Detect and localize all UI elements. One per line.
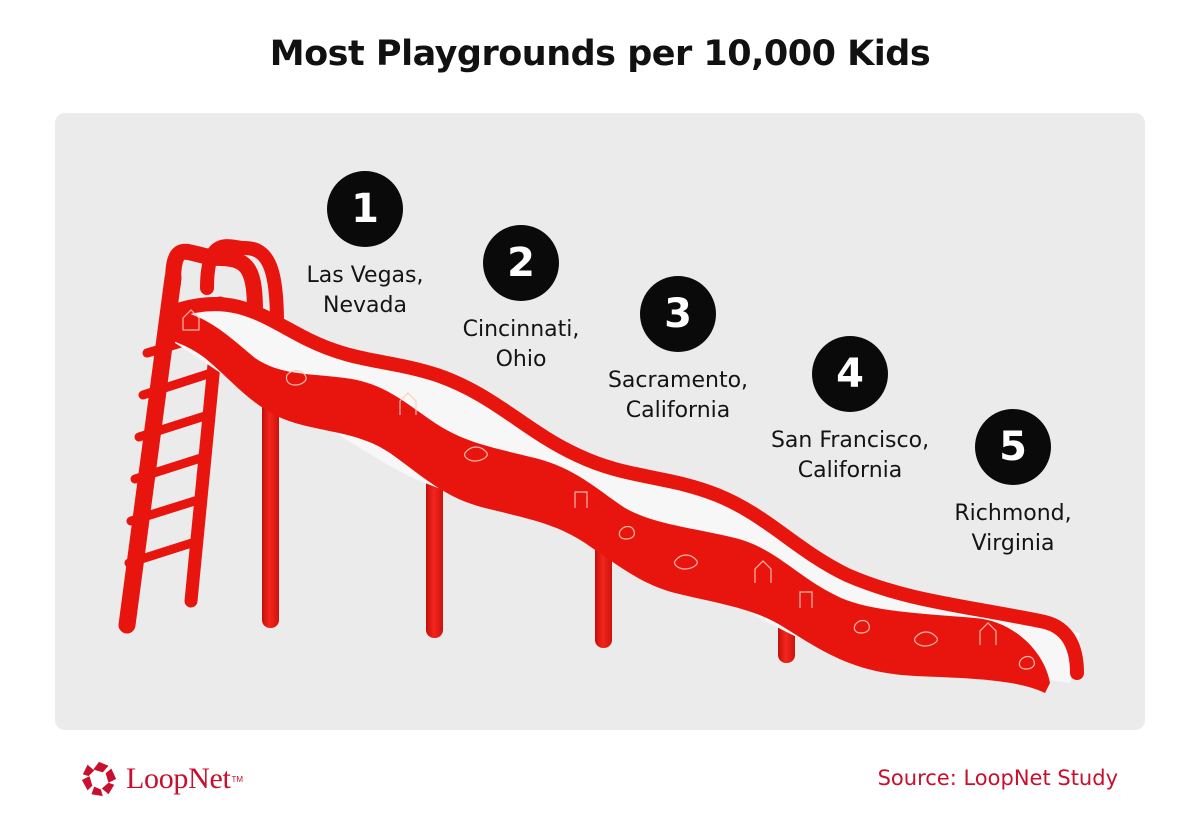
ladder (118, 239, 284, 634)
illustration-panel: 1 Las Vegas, Nevada 2 Cincinnati, Ohio 3… (55, 113, 1145, 730)
trademark-symbol: TM (231, 774, 244, 784)
page-title: Most Playgrounds per 10,000 Kids (269, 34, 931, 74)
rank-city: San Francisco, California (770, 428, 930, 483)
rank-city: Las Vegas, Nevada (306, 263, 424, 318)
source-note: Source: LoopNet Study (877, 766, 1118, 790)
rank-city: Cincinnati, Ohio (462, 317, 580, 372)
ranking-item-1: 1 Las Vegas, Nevada (300, 171, 430, 321)
loopnet-star-icon (81, 761, 117, 797)
loopnet-logo: LoopNet TM (80, 760, 243, 798)
playground-slide-illustration (118, 239, 1084, 693)
ranking-item-2: 2 Cincinnati, Ohio (451, 225, 591, 375)
slide-side-panel (165, 308, 1050, 693)
rank-badge: 5 (975, 409, 1051, 485)
rank-badge: 4 (812, 336, 888, 412)
ranking-item-4: 4 San Francisco, California (755, 336, 945, 486)
loopnet-wordmark: LoopNet (126, 762, 231, 795)
rank-badge: 2 (483, 225, 559, 301)
rank-city: Richmond, Virginia (954, 501, 1072, 556)
rank-city: Sacramento, California (607, 368, 749, 423)
rank-badge: 3 (640, 276, 716, 352)
slide-back-rail (168, 297, 1084, 680)
rank-badge: 1 (327, 171, 403, 247)
ranking-item-3: 3 Sacramento, California (598, 276, 758, 426)
playground-line-icons (182, 309, 1035, 670)
ranking-item-5: 5 Richmond, Virginia (943, 409, 1083, 559)
